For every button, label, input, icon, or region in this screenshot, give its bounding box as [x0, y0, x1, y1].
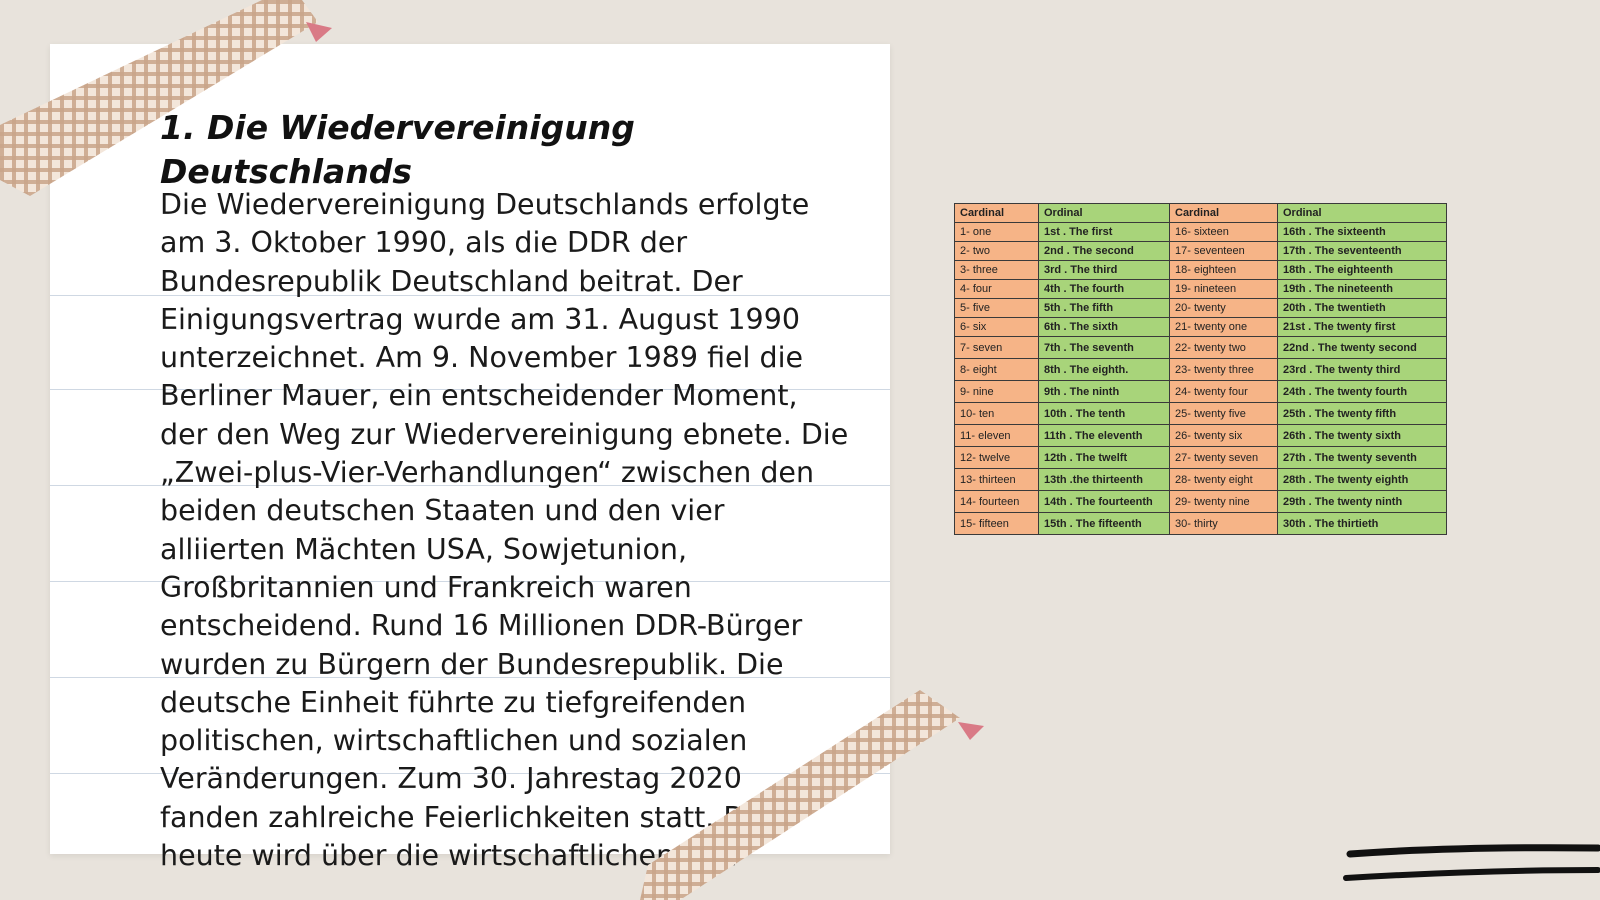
ordinal-cell: 5th . The fifth: [1038, 298, 1170, 318]
table-row: 5- five 5th . The fifth 20- twenty 20th . T…: [954, 298, 1447, 318]
table-row: 14- fourteen 14th . The fourteenth 29- twe…: [954, 490, 1447, 513]
table-row: 8- eight 8th . The eighth. 23- twenty thre…: [954, 358, 1447, 381]
cardinal-cell: 27- twenty seven: [1169, 446, 1278, 469]
table-row: 6- six 6th . The sixth 21- twenty one 21st …: [954, 317, 1447, 337]
paper-ruling-line: [50, 581, 890, 582]
ordinal-cell: 26th . The twenty sixth: [1277, 424, 1447, 447]
cardinal-cell: 11- eleven: [954, 424, 1039, 447]
page-title: 1. Die Wiedervereinigung Deutschlands: [160, 108, 635, 191]
header-cardinal: Cardinal: [954, 203, 1039, 223]
paper-ruling-line: [50, 389, 890, 390]
cardinal-cell: 12- twelve: [954, 446, 1039, 469]
ordinal-cell: 1st . The first: [1038, 222, 1170, 242]
ordinal-cell: 7th . The seventh: [1038, 336, 1170, 359]
cardinal-cell: 18- eighteen: [1169, 260, 1278, 280]
washi-tape-bottom-right: [640, 690, 984, 900]
cardinal-cell: 24- twenty four: [1169, 380, 1278, 403]
cardinal-cell: 17- seventeen: [1169, 241, 1278, 261]
header-ordinal: Ordinal: [1038, 203, 1170, 223]
cardinal-cell: 13- thirteen: [954, 468, 1039, 491]
cardinal-cell: 25- twenty five: [1169, 402, 1278, 425]
ordinal-cell: 29th . The twenty ninth: [1277, 490, 1447, 513]
table-row: 3- three 3rd . The third 18- eighteen 18th …: [954, 260, 1447, 280]
cardinal-cell: 5- five: [954, 298, 1039, 318]
ordinal-cell: 9th . The ninth: [1038, 380, 1170, 403]
table-row: 4- four 4th . The fourth 19- nineteen 19th …: [954, 279, 1447, 299]
cardinal-cell: 9- nine: [954, 380, 1039, 403]
header-cardinal: Cardinal: [1169, 203, 1278, 223]
cardinal-cell: 26- twenty six: [1169, 424, 1278, 447]
cardinal-cell: 30- thirty: [1169, 512, 1278, 535]
paper-ruling-line: [50, 677, 890, 678]
ordinal-cell: 23rd . The twenty third: [1277, 358, 1447, 381]
table-row: 12- twelve 12th . The twelft 27- twenty se…: [954, 446, 1447, 469]
cardinal-cell: 22- twenty two: [1169, 336, 1278, 359]
cardinal-cell: 21- twenty one: [1169, 317, 1278, 337]
ordinal-cell: 10th . The tenth: [1038, 402, 1170, 425]
cardinal-cell: 8- eight: [954, 358, 1039, 381]
ordinal-cell: 18th . The eighteenth: [1277, 260, 1447, 280]
ordinal-cell: 3rd . The third: [1038, 260, 1170, 280]
ordinal-cell: 11th . The eleventh: [1038, 424, 1170, 447]
ordinal-cell: 17th . The seventeenth: [1277, 241, 1447, 261]
ordinal-cell: 15th . The fifteenth: [1038, 512, 1170, 535]
table-header-row: Cardinal Ordinal Cardinal Ordinal: [954, 203, 1447, 223]
washi-tape-top-left: [0, 0, 332, 196]
ordinal-cell: 28th . The twenty eighth: [1277, 468, 1447, 491]
paper-ruling-line: [50, 295, 890, 296]
ordinal-cell: 20th . The twentieth: [1277, 298, 1447, 318]
ordinal-cell: 21st . The twenty first: [1277, 317, 1447, 337]
ordinal-cell: 19th . The nineteenth: [1277, 279, 1447, 299]
cardinal-cell: 7- seven: [954, 336, 1039, 359]
cardinal-cell: 2- two: [954, 241, 1039, 261]
table-row: 7- seven 7th . The seventh 22- twenty two 2…: [954, 336, 1447, 359]
ordinal-cell: 2nd . The second: [1038, 241, 1170, 261]
ordinal-cell: 13th .the thirteenth: [1038, 468, 1170, 491]
table-row: 9- nine 9th . The ninth 24- twenty four 24t…: [954, 380, 1447, 403]
ordinal-cell: 16th . The sixteenth: [1277, 222, 1447, 242]
table-row: 2- two 2nd . The second 17- seventeen 17th …: [954, 241, 1447, 261]
table-row: 10- ten 10th . The tenth 25- twenty five 25…: [954, 402, 1447, 425]
cardinal-cell: 28- twenty eight: [1169, 468, 1278, 491]
table-row: 1- one 1st . The first 16- sixteen 16th . T…: [954, 222, 1447, 242]
cardinal-cell: 3- three: [954, 260, 1039, 280]
table-row: 15- fifteen 15th . The fifteenth 30- thirt…: [954, 512, 1447, 535]
cardinal-cell: 10- ten: [954, 402, 1039, 425]
ordinal-cell: 4th . The fourth: [1038, 279, 1170, 299]
ordinal-cell: 25th . The twenty fifth: [1277, 402, 1447, 425]
ordinal-cell: 27th . The twenty seventh: [1277, 446, 1447, 469]
marker-stroke-decoration: [1343, 844, 1600, 881]
body-paragraph: Die Wiedervereinigung Deutschlands erfol…: [160, 188, 849, 873]
header-ordinal: Ordinal: [1277, 203, 1447, 223]
ordinal-cell: 6th . The sixth: [1038, 317, 1170, 337]
ordinal-numbers-table: Cardinal Ordinal Cardinal Ordinal 1- one 1st…: [954, 203, 1447, 535]
ordinal-cell: 12th . The twelft: [1038, 446, 1170, 469]
cardinal-cell: 14- fourteen: [954, 490, 1039, 513]
ordinal-cell: 24th . The twenty fourth: [1277, 380, 1447, 403]
cardinal-cell: 19- nineteen: [1169, 279, 1278, 299]
paper-ruling-line: [50, 485, 890, 486]
ordinal-cell: 30th . The thirtieth: [1277, 512, 1447, 535]
cardinal-cell: 16- sixteen: [1169, 222, 1278, 242]
cardinal-cell: 1- one: [954, 222, 1039, 242]
ordinal-cell: 14th . The fourteenth: [1038, 490, 1170, 513]
table-row: 11- eleven 11th . The eleventh 26- twenty …: [954, 424, 1447, 447]
paper-ruling-line: [50, 773, 890, 774]
ordinal-cell: 22nd . The twenty second: [1277, 336, 1447, 359]
notebook-paper: [50, 44, 890, 854]
ordinal-cell: 8th . The eighth.: [1038, 358, 1170, 381]
cardinal-cell: 29- twenty nine: [1169, 490, 1278, 513]
cardinal-cell: 4- four: [954, 279, 1039, 299]
cardinal-cell: 15- fifteen: [954, 512, 1039, 535]
cardinal-cell: 20- twenty: [1169, 298, 1278, 318]
cardinal-cell: 23- twenty three: [1169, 358, 1278, 381]
cardinal-cell: 6- six: [954, 317, 1039, 337]
table-row: 13- thirteen 13th .the thirteenth 28- twen…: [954, 468, 1447, 491]
